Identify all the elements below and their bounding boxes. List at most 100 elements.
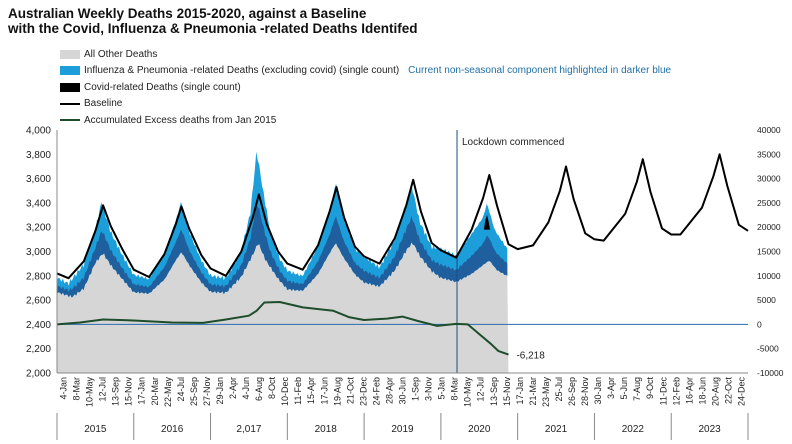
legend-swatch-baseline (60, 102, 80, 105)
x-tick-label: 15-Nov (502, 377, 512, 407)
y-right-tick-label: -10000 (757, 368, 784, 378)
y-left-tick-label: 2,800 (26, 271, 51, 282)
y-left-tick-label: 3,600 (26, 174, 51, 185)
chart-title: Australian Weekly Deaths 2015-2020, agai… (8, 6, 418, 36)
legend-item-covid: Covid-related Deaths (single count) (60, 79, 671, 96)
x-tick-label: 25-Jul (554, 377, 564, 402)
x-tick-label: 17-Jan (515, 377, 525, 405)
year-label: 2020 (468, 424, 491, 435)
year-label: 2021 (545, 424, 568, 435)
legend: All Other Deaths Influenza & Pneumonia -… (60, 46, 671, 129)
x-tick-label: 5-Jun (619, 377, 629, 400)
line-baseline (56, 153, 749, 280)
area-other-deaths (57, 242, 509, 373)
x-tick-label: 13-Sep (111, 377, 121, 406)
legend-label-flu: Influenza & Pneumonia -related Deaths (e… (84, 65, 400, 77)
chart-title-line-1: Australian Weekly Deaths 2015-2020, agai… (8, 6, 367, 21)
x-tick-label: 7-Aug (632, 377, 642, 401)
x-tick-label: 15-Apr (306, 377, 316, 404)
y-right-tick-label: 15000 (757, 247, 781, 257)
legend-label-excess: Accumulated Excess deaths from Jan 2015 (84, 114, 277, 126)
x-tick-label: 12-Jul (98, 377, 108, 402)
y-right-tick-label: 25000 (757, 198, 781, 208)
legend-swatch-covid (60, 82, 80, 92)
year-label: 2015 (84, 424, 107, 435)
legend-note-flu: Current non-seasonal component highlight… (408, 65, 672, 77)
x-tick-label: 16-Apr (684, 377, 694, 404)
x-tick-label: 17-Jan (137, 377, 147, 405)
y-right-tick-label: 5000 (757, 295, 776, 305)
legend-swatch-excess (60, 119, 80, 122)
y-left-tick-label: 3,000 (26, 247, 51, 258)
year-label: 2016 (161, 424, 184, 435)
x-tick-label: 10-May (463, 377, 473, 408)
y-right-tick-label: 30000 (757, 174, 781, 184)
x-tick-label: 13-Sep (489, 377, 499, 406)
excess-end-label: -6,218 (516, 351, 545, 362)
x-tick-label: 17-Jun (319, 377, 329, 405)
x-tick-label: 25-Sep (189, 377, 199, 406)
legend-item-other: All Other Deaths (60, 46, 671, 63)
line-accumulated-excess (56, 301, 509, 356)
legend-item-baseline: Baseline (60, 96, 671, 113)
x-tick-label: 4-Jan (59, 377, 69, 400)
year-label: 2019 (391, 424, 414, 435)
x-tick-label: 6-Aug (254, 377, 264, 401)
year-label: 2018 (315, 424, 338, 435)
x-tick-label: 9-Oct (645, 377, 655, 400)
x-tick-label: 29-Jan (215, 377, 225, 405)
area-flu-nonseasonal (57, 203, 508, 298)
x-tick-label: 28-Apr (385, 377, 395, 404)
y-right-tick-label: 20000 (757, 222, 781, 232)
x-tick-label: 3-Apr (606, 377, 616, 399)
legend-item-flu: Influenza & Pneumonia -related Deaths (e… (60, 63, 671, 80)
y-left-tick-label: 2,400 (26, 320, 51, 331)
legend-swatch-other (60, 49, 80, 59)
x-tick-label: 5-Jan (437, 377, 447, 400)
x-tick-label: 20-Aug (710, 377, 720, 406)
x-tick-label: 30-Jun (398, 377, 408, 405)
y-right-tick-label: 0 (757, 319, 762, 329)
x-tick-label: 24-Jul (176, 377, 186, 402)
x-tick-label: 21-Oct (345, 377, 355, 405)
x-tick-label: 10-Dec (280, 377, 290, 407)
x-tick-label: 2-Apr (228, 377, 238, 399)
x-tick-label: 23-Dec (358, 377, 368, 407)
legend-label-other: All Other Deaths (84, 48, 158, 60)
y-left-tick-label: 2,600 (26, 296, 51, 307)
x-tick-label: 26-Sep (567, 377, 577, 406)
x-tick-label: 21-Mar (528, 377, 538, 406)
x-tick-label: 12-Jul (476, 377, 486, 402)
y-right-tick-label: 35000 (757, 149, 781, 159)
x-tick-label: 11-Feb (293, 377, 303, 405)
x-tick-label: 28-Nov (580, 377, 590, 407)
legend-label-baseline: Baseline (84, 98, 123, 110)
x-tick-label: 18-Jun (697, 377, 707, 405)
y-left-tick-label: 2,200 (26, 344, 51, 355)
x-tick-label: 15-Nov (124, 377, 134, 407)
y-left-tick-label: 2,000 (26, 369, 51, 380)
year-label: 2022 (622, 424, 645, 435)
x-tick-label: 23-May (541, 377, 551, 408)
x-tick-label: 1-Sep (411, 377, 421, 401)
x-tick-label: 11-Dec (658, 377, 668, 406)
y-right-tick-label: 40000 (757, 125, 781, 135)
x-tick-label: 30-Jan (593, 377, 603, 405)
x-tick-label: 10-May (85, 377, 95, 408)
x-tick-label: 24-Feb (371, 377, 381, 406)
y-left-tick-label: 3,200 (26, 223, 51, 234)
x-tick-label: 12-Feb (671, 377, 681, 406)
y-left-tick-label: 3,400 (26, 198, 51, 209)
x-tick-label: 27-Nov (202, 377, 212, 407)
chart-title-line-2: with the Covid, Influenza & Pneumonia -r… (8, 21, 418, 36)
x-tick-label: 4-Jun (241, 377, 251, 400)
x-tick-label: 24-Dec (737, 377, 747, 407)
x-tick-label: 22-May (163, 377, 173, 408)
x-tick-label: 22-Oct (723, 377, 733, 405)
lockdown-label: Lockdown commenced (462, 137, 564, 148)
year-label: 2,017 (236, 424, 261, 435)
x-tick-label: 8-Mar (450, 377, 460, 401)
y-left-tick-label: 4,000 (26, 126, 51, 137)
y-left-tick-label: 3,800 (26, 150, 51, 161)
